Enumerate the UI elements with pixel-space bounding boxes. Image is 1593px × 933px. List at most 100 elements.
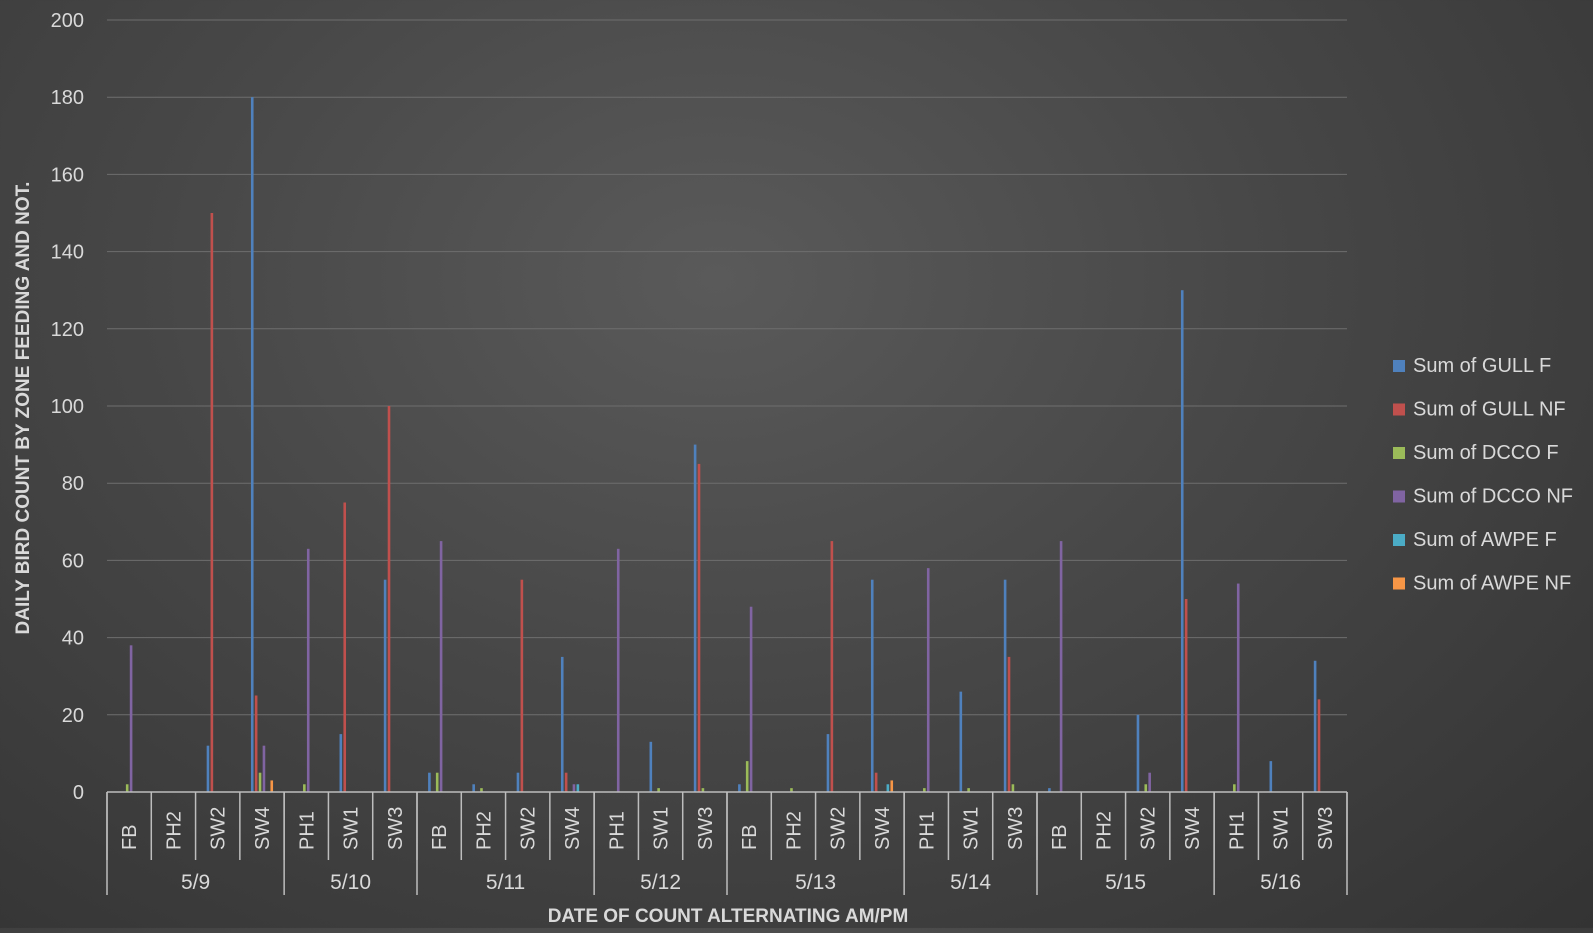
y-tick-label: 200 — [51, 10, 84, 32]
bar-sum-of-dcco-nf — [306, 548, 310, 792]
x-category-label: SW4 — [1182, 807, 1204, 850]
x-category-label: PH2 — [1093, 811, 1115, 850]
legend-entry: Sum of GULL NF — [1413, 399, 1566, 421]
x-group-label: 5/9 — [181, 871, 210, 894]
bar-sum-of-gull-nf — [564, 772, 568, 792]
y-axis-title: DAILY BIRD COUNT BY ZONE FEEDING AND NOT… — [13, 182, 34, 635]
bar-sum-of-dcco-f — [657, 788, 660, 792]
x-category-label: PH1 — [1226, 811, 1248, 850]
bar-sum-of-dcco-f — [923, 788, 926, 792]
y-tick-label: 20 — [62, 705, 84, 727]
x-category-label: FB — [1049, 824, 1071, 850]
bar-sum-of-gull-f — [206, 745, 210, 792]
bar-sum-of-dcco-f — [303, 784, 306, 792]
bar-sum-of-gull-f — [826, 734, 830, 792]
x-category-label: SW4 — [252, 807, 274, 850]
bar-sum-of-gull-nf — [874, 772, 878, 792]
bar-sum-of-gull-f — [1180, 290, 1184, 792]
x-axis-title: DATE OF COUNT ALTERNATING AM/PM — [548, 906, 909, 927]
bar-sum-of-gull-f — [1269, 761, 1273, 792]
bar-sum-of-gull-f — [1313, 660, 1317, 792]
x-category-label: FB — [119, 824, 141, 850]
x-category-label: FB — [429, 824, 451, 850]
legend[interactable]: Sum of GULL F Sum of GULL NF Sum of DCCO F… — [1393, 355, 1573, 595]
x-category-label: PH2 — [473, 811, 495, 850]
y-tick-label: 60 — [62, 550, 84, 572]
legend-entry: Sum of AWPE F — [1413, 529, 1557, 551]
x-group-label: 5/15 — [1105, 871, 1146, 894]
bar-sum-of-gull-nf — [697, 463, 701, 792]
bar-sum-of-gull-f — [1048, 788, 1051, 792]
bars — [125, 97, 1321, 792]
legend-swatch — [1393, 577, 1405, 590]
bar-sum-of-gull-f — [339, 734, 343, 792]
axes: 0 20 40 60 80 100 120 140 160 180 200 FB PH2 SW2 SW4 PH… — [51, 10, 1348, 895]
x-category-label: SW2 — [828, 807, 850, 850]
legend-entry: Sum of DCCO F — [1413, 442, 1559, 464]
bar-sum-of-gull-f — [870, 579, 874, 792]
x-category-label: SW3 — [385, 807, 407, 850]
bar-sum-of-gull-f — [693, 444, 697, 792]
x-group-label: 5/16 — [1260, 871, 1301, 894]
bar-sum-of-gull-f — [959, 691, 963, 792]
legend-swatch — [1393, 534, 1405, 546]
bar-sum-of-gull-f — [560, 656, 564, 792]
bar-sum-of-dcco-nf — [1236, 583, 1240, 792]
bar-sum-of-dcco-f — [1144, 784, 1148, 792]
x-category-label: SW2 — [518, 807, 540, 850]
bar-sum-of-gull-nf — [387, 406, 391, 792]
bar-sum-of-dcco-f — [701, 788, 705, 792]
x-category-label: SW4 — [562, 807, 584, 850]
bar-sum-of-dcco-nf — [926, 568, 930, 792]
bar-sum-of-dcco-nf — [262, 745, 266, 792]
x-group-label: 5/14 — [950, 871, 991, 894]
bar-sum-of-dcco-nf — [616, 548, 620, 792]
bar-sum-of-awpe-nf — [890, 780, 894, 792]
bar-sum-of-gull-f — [383, 579, 387, 792]
bar-sum-of-gull-f — [649, 741, 653, 792]
y-tick-label: 120 — [51, 319, 84, 341]
y-tick-label: 80 — [62, 473, 84, 495]
x-category-label: PH2 — [163, 811, 185, 850]
gridlines — [107, 19, 1347, 716]
x-category-label: SW3 — [1315, 807, 1337, 850]
bar-sum-of-gull-nf — [830, 541, 834, 792]
bar-sum-of-gull-f — [516, 772, 520, 792]
bar-sum-of-gull-nf — [1007, 656, 1011, 792]
y-tick-label: 0 — [73, 782, 84, 804]
bar-sum-of-gull-f — [738, 784, 741, 792]
bar-sum-of-dcco-f — [745, 761, 749, 792]
bar-sum-of-awpe-f — [886, 784, 890, 792]
x-category-label: SW1 — [1271, 807, 1293, 850]
bar-sum-of-dcco-nf — [572, 784, 576, 792]
legend-swatch — [1393, 447, 1405, 459]
x-category-label: SW1 — [341, 807, 363, 850]
bar-sum-of-gull-f — [250, 97, 254, 792]
bar-sum-of-gull-f — [1003, 579, 1007, 792]
x-category-label: SW2 — [208, 807, 230, 850]
bar-sum-of-awpe-f — [576, 784, 580, 792]
bar-sum-of-dcco-f — [125, 784, 129, 792]
y-tick-label: 40 — [62, 628, 84, 650]
x-category-label: PH2 — [783, 811, 805, 850]
x-group-label: 5/12 — [640, 871, 681, 894]
x-category-label: SW3 — [1005, 807, 1027, 850]
bar-sum-of-dcco-nf — [129, 645, 133, 792]
x-category-label: PH1 — [916, 811, 938, 850]
x-group-label: 5/10 — [330, 871, 371, 894]
y-tick-label: 140 — [51, 242, 84, 264]
legend-swatch — [1393, 490, 1405, 503]
bar-sum-of-gull-nf — [343, 502, 347, 792]
legend-entry: Sum of AWPE NF — [1413, 573, 1571, 595]
bar-sum-of-dcco-nf — [749, 606, 753, 792]
x-category-label: SW3 — [695, 807, 717, 850]
bar-sum-of-gull-nf — [254, 695, 258, 792]
legend-entry: Sum of GULL F — [1413, 355, 1551, 377]
bar-sum-of-dcco-f — [790, 788, 793, 792]
legend-entry: Sum of DCCO NF — [1413, 486, 1573, 508]
bar-sum-of-dcco-f — [967, 788, 970, 792]
bar-sum-of-gull-f — [1136, 714, 1140, 792]
x-category-label: SW4 — [872, 807, 894, 850]
